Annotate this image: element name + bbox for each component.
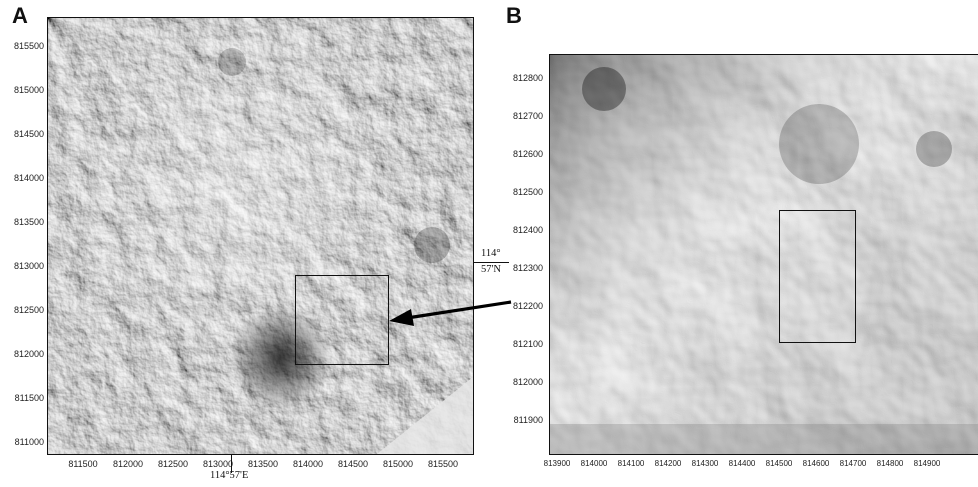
longitude-label: 114°57'E — [210, 470, 249, 481]
shaded-relief-map-a — [47, 17, 473, 454]
y-tick-label-a: 813500 — [13, 217, 44, 227]
y-tick-label-b: 812300 — [512, 263, 543, 273]
x-tick-label-a: 814500 — [337, 459, 369, 469]
map-b-frame — [549, 54, 978, 455]
y-tick-label-a: 813000 — [13, 261, 44, 271]
x-tick-label-b: 814000 — [580, 459, 608, 468]
x-tick-label-a: 813500 — [247, 459, 279, 469]
map-a-frame — [47, 17, 474, 455]
y-tick-label-b: 812800 — [512, 73, 543, 83]
y-tick-label-b: 812500 — [512, 187, 543, 197]
y-tick-label-b: 812200 — [512, 301, 543, 311]
y-tick-label-a: 815000 — [13, 85, 44, 95]
panel-letter-a: A — [12, 3, 28, 28]
y-tick-label-a: 811000 — [14, 437, 44, 447]
x-tick-label-a: 813000 — [202, 459, 234, 469]
x-tick-label-b: 814100 — [617, 459, 645, 468]
y-tick-label-b: 812400 — [512, 225, 543, 235]
x-tick-label-a: 815500 — [427, 459, 459, 469]
x-tick-label-a: 812500 — [157, 459, 189, 469]
y-tick-label-a: 814500 — [13, 129, 44, 139]
zoom-arrow-icon — [389, 300, 512, 326]
x-tick-label-b: 814500 — [765, 459, 793, 468]
x-tick-label-b: 814800 — [876, 459, 904, 468]
x-tick-label-b: 814400 — [728, 459, 756, 468]
latitude-tick-line — [473, 262, 509, 263]
latitude-label-minutes: 57'N — [481, 264, 501, 275]
y-tick-label-a: 811500 — [14, 393, 44, 403]
x-tick-label-b: 814700 — [839, 459, 867, 468]
inset-box-b — [779, 210, 856, 343]
y-tick-label-b: 812000 — [512, 377, 543, 387]
x-tick-label-b: 814200 — [654, 459, 682, 468]
x-tick-label-b: 814300 — [691, 459, 719, 468]
panel-letter-b: B — [506, 3, 522, 28]
y-tick-label-b: 812700 — [512, 111, 543, 121]
longitude-tick-line — [231, 454, 232, 473]
x-tick-label-a: 815000 — [382, 459, 414, 469]
y-tick-label-b: 812100 — [512, 339, 543, 349]
latitude-label-degrees: 114° — [481, 248, 501, 259]
inset-box-a — [295, 275, 389, 365]
y-tick-label-a: 812000 — [13, 349, 44, 359]
x-tick-label-a: 814000 — [292, 459, 324, 469]
y-tick-label-a: 815500 — [13, 41, 44, 51]
x-tick-label-b: 814900 — [913, 459, 941, 468]
shaded-relief-map-b — [549, 54, 978, 454]
y-tick-label-b: 812600 — [512, 149, 543, 159]
y-tick-label-b: 811900 — [513, 415, 543, 425]
x-tick-label-b: 813900 — [543, 459, 571, 468]
y-tick-label-a: 812500 — [13, 305, 44, 315]
x-tick-label-a: 812000 — [112, 459, 144, 469]
x-tick-label-b: 814600 — [802, 459, 830, 468]
x-tick-label-a: 811500 — [68, 459, 98, 469]
y-tick-label-a: 814000 — [13, 173, 44, 183]
